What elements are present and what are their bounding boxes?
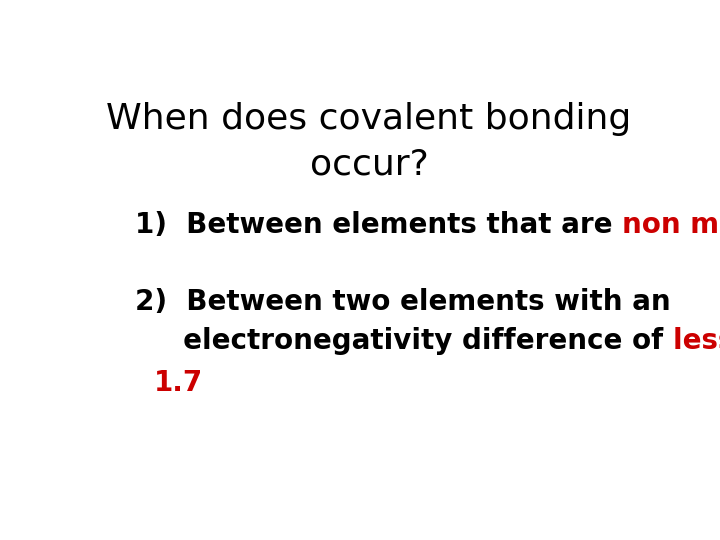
- Text: electronegativity difference of: electronegativity difference of: [135, 327, 672, 355]
- Text: 1.7: 1.7: [154, 369, 204, 397]
- Text: less than: less than: [672, 327, 720, 355]
- Text: non metals: non metals: [622, 211, 720, 239]
- Text: occur?: occur?: [310, 147, 428, 181]
- Text: When does covalent bonding: When does covalent bonding: [107, 102, 631, 136]
- Text: 1)  Between elements that are: 1) Between elements that are: [135, 211, 622, 239]
- Text: 2)  Between two elements with an: 2) Between two elements with an: [135, 288, 670, 316]
